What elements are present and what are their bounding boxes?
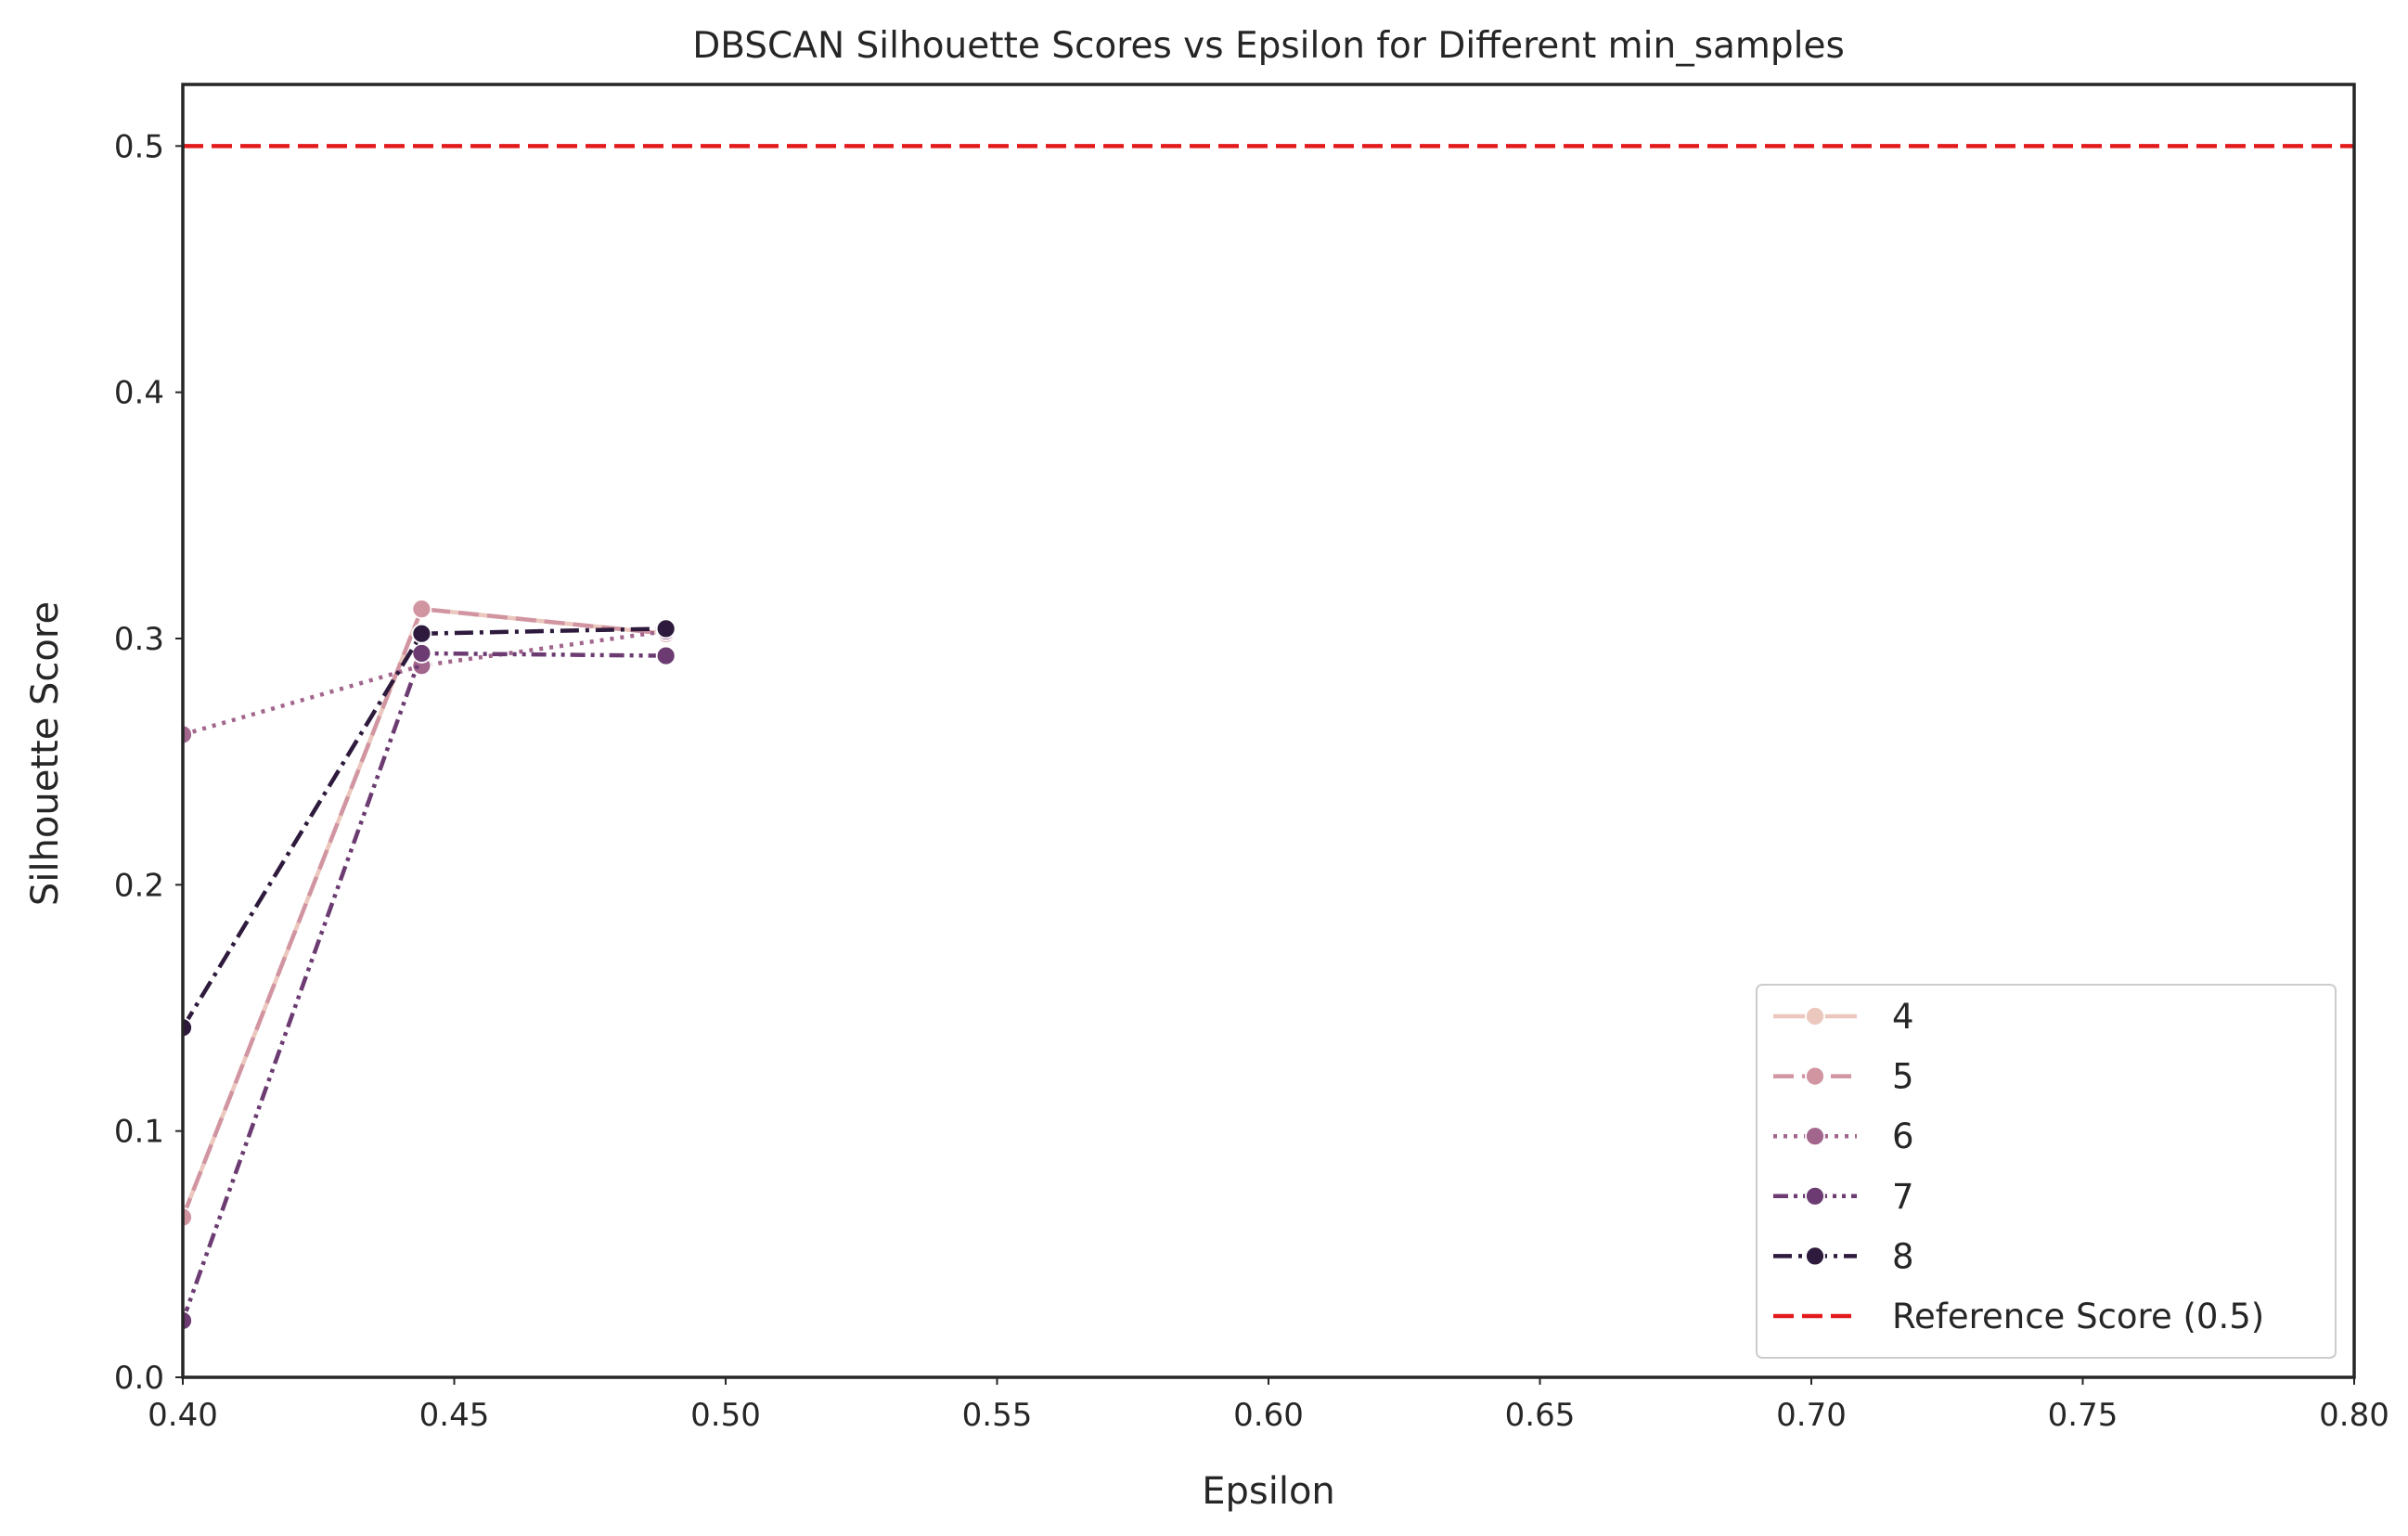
chart-title: DBSCAN Silhouette Scores vs Epsilon for … <box>692 25 1845 67</box>
x-tick-label-5: 0.65 <box>1505 1397 1576 1434</box>
x-tick-label-2: 0.50 <box>690 1397 761 1434</box>
plot-frame <box>181 83 2356 1379</box>
legend-marker-0 <box>1805 1006 1825 1026</box>
legend-label-3: 7 <box>1892 1177 1914 1217</box>
series-8-point-2 <box>655 618 676 639</box>
legend-label-4: 8 <box>1892 1236 1914 1276</box>
x-tick-label-4: 0.60 <box>1233 1397 1304 1434</box>
legend-marker-1 <box>1805 1065 1825 1087</box>
series-line-4 <box>183 606 666 1219</box>
series-line-5 <box>183 606 666 1219</box>
x-tick-label-7: 0.75 <box>2048 1397 2118 1434</box>
y-axis-label: Silhouette Score <box>24 601 67 906</box>
series-line-8 <box>183 626 666 1029</box>
series-7-point-0 <box>183 1310 193 1331</box>
series-8-point-1 <box>411 623 432 644</box>
x-tick-label-0: 0.40 <box>148 1397 218 1434</box>
x-tick-label-8: 0.80 <box>2319 1397 2389 1434</box>
y-tick-label-4: 0.4 <box>114 375 164 412</box>
legend-marker-3 <box>1805 1185 1825 1207</box>
plot-area: 0.40 0.45 0.50 0.55 0.60 0.65 0.70 0.75 0.800.00… <box>114 83 2389 1434</box>
legend-box <box>1756 984 2337 1359</box>
series-8-point-0 <box>183 1017 193 1039</box>
y-tick-label-2: 0.2 <box>114 867 164 904</box>
data-layer <box>183 144 2354 1331</box>
series-5-point-0 <box>183 1207 193 1228</box>
y-tick-label-1: 0.1 <box>114 1114 164 1151</box>
y-tick-label-0: 0.0 <box>114 1360 164 1397</box>
legend-marker-2 <box>1805 1126 1825 1147</box>
series-6-point-0 <box>183 724 193 745</box>
series-7-point-1 <box>411 643 432 664</box>
legend-label-0: 4 <box>1892 997 1914 1037</box>
x-tick-label-6: 0.70 <box>1776 1397 1847 1434</box>
x-axis-label: Epsilon <box>1202 1470 1335 1513</box>
legend-label-5: Reference Score (0.5) <box>1892 1297 2264 1336</box>
legend-marker-4 <box>1805 1246 1825 1267</box>
legend-label-1: 5 <box>1892 1057 1914 1097</box>
series-5-point-1 <box>411 599 432 620</box>
y-tick-label-3: 0.3 <box>114 621 164 658</box>
series-line-7 <box>183 651 666 1322</box>
legend-label-2: 6 <box>1892 1117 1914 1156</box>
series-7-point-2 <box>655 645 676 666</box>
legend: 4 5 6 7 8 Reference Score (0.5) <box>1756 984 2337 1359</box>
y-tick-label-5: 0.5 <box>114 128 164 165</box>
x-tick-label-3: 0.55 <box>962 1397 1033 1434</box>
x-tick-label-1: 0.45 <box>419 1397 490 1434</box>
